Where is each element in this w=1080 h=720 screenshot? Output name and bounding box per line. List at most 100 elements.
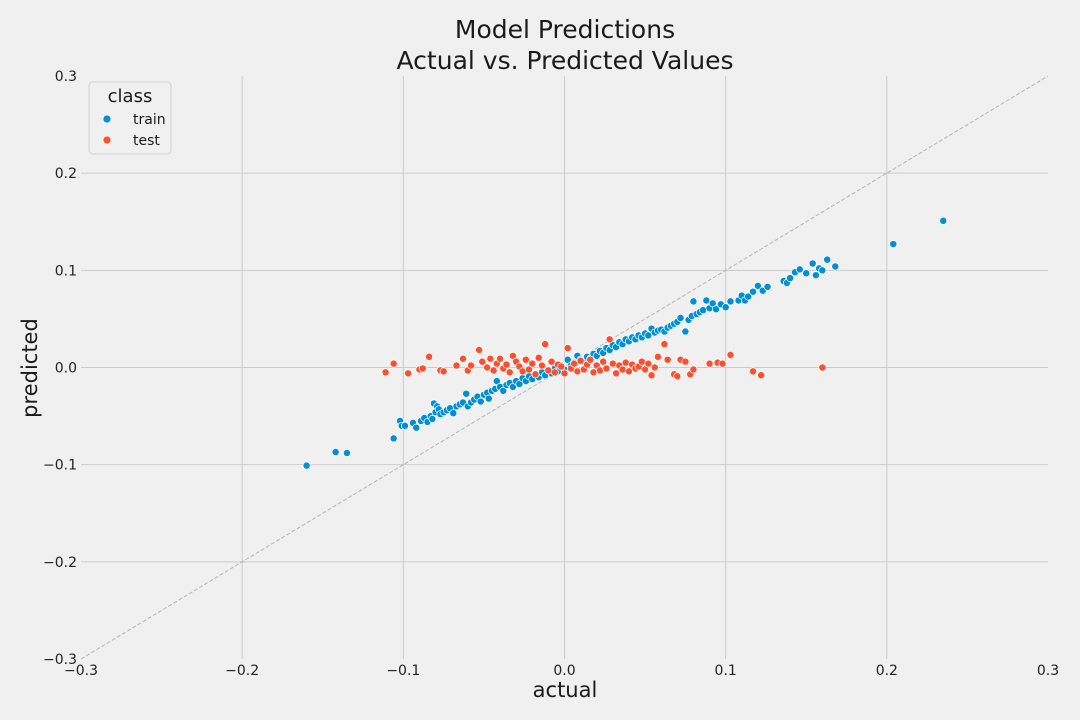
data-point-test bbox=[550, 368, 559, 377]
data-point-test bbox=[563, 344, 572, 353]
data-point-train bbox=[400, 421, 409, 430]
data-point-train bbox=[726, 297, 735, 306]
data-point-test bbox=[541, 340, 550, 349]
data-point-train bbox=[721, 303, 730, 312]
data-point-test bbox=[726, 350, 735, 359]
data-point-test bbox=[681, 357, 690, 366]
data-point-test bbox=[389, 359, 398, 368]
data-point-test bbox=[418, 364, 427, 373]
data-point-train bbox=[712, 305, 720, 314]
data-point-test bbox=[425, 352, 434, 361]
data-point-test bbox=[560, 369, 569, 378]
data-point-test bbox=[605, 335, 614, 344]
legend: class train test bbox=[88, 81, 172, 155]
data-point-train bbox=[389, 434, 398, 443]
data-point-test bbox=[521, 355, 530, 364]
legend-label-train: train bbox=[133, 112, 166, 128]
y-tick-label: 0.0 bbox=[55, 361, 77, 377]
x-tick-label: 0.0 bbox=[553, 663, 575, 679]
x-tick-label: −0.3 bbox=[64, 663, 98, 679]
data-point-train bbox=[484, 394, 493, 403]
data-point-test bbox=[621, 358, 630, 367]
legend-marker-test bbox=[102, 135, 112, 145]
data-point-test bbox=[596, 366, 604, 375]
data-point-test bbox=[625, 367, 633, 376]
data-point-test bbox=[673, 372, 682, 381]
data-point-train bbox=[462, 389, 471, 398]
y-tick-label: −0.3 bbox=[43, 652, 77, 668]
data-point-train bbox=[808, 259, 817, 268]
data-point-train bbox=[744, 292, 753, 301]
legend-title: class bbox=[108, 86, 153, 107]
data-point-test bbox=[404, 369, 413, 378]
data-point-test bbox=[644, 359, 653, 368]
data-point-test bbox=[573, 367, 582, 376]
data-point-test bbox=[528, 359, 537, 368]
data-point-test bbox=[505, 368, 514, 377]
data-point-train bbox=[818, 266, 827, 275]
data-point-train bbox=[702, 296, 711, 305]
data-point-test bbox=[459, 354, 467, 363]
legend-box bbox=[88, 81, 172, 155]
data-point-train bbox=[342, 449, 351, 457]
chart-title-line-1: Model Predictions bbox=[455, 15, 675, 44]
y-tick-label: −0.1 bbox=[43, 458, 77, 474]
data-point-train bbox=[763, 282, 772, 291]
y-tick-label: 0.1 bbox=[55, 263, 77, 279]
data-point-test bbox=[576, 356, 585, 365]
data-point-test bbox=[586, 355, 595, 364]
data-point-train bbox=[811, 271, 820, 280]
data-point-test bbox=[547, 357, 556, 366]
x-tick-label: −0.2 bbox=[225, 663, 259, 679]
data-point-train bbox=[889, 240, 898, 249]
data-point-test bbox=[749, 367, 758, 376]
data-point-test bbox=[452, 361, 461, 370]
data-point-test bbox=[663, 355, 672, 364]
data-point-test bbox=[689, 365, 698, 374]
y-tick-label: 0.3 bbox=[55, 69, 77, 85]
data-point-test bbox=[705, 359, 714, 368]
data-point-test bbox=[660, 340, 669, 349]
x-tick-labels: −0.3 −0.2 −0.1 0.0 0.1 0.2 0.3 bbox=[64, 663, 1059, 679]
data-point-test bbox=[557, 362, 566, 371]
chart-title-line-2: Actual vs. Predicted Values bbox=[397, 46, 734, 75]
x-tick-label: 0.3 bbox=[1037, 663, 1059, 679]
data-point-test bbox=[489, 366, 498, 375]
data-point-train bbox=[428, 415, 437, 423]
data-point-test bbox=[486, 354, 495, 363]
data-point-test bbox=[618, 365, 627, 374]
data-point-test bbox=[570, 359, 579, 368]
y-tick-label: 0.2 bbox=[55, 166, 77, 182]
x-tick-label: 0.1 bbox=[715, 663, 737, 679]
data-point-train bbox=[795, 265, 804, 274]
x-tick-label: 0.2 bbox=[876, 663, 898, 679]
data-point-test bbox=[818, 363, 827, 372]
data-point-test bbox=[608, 359, 617, 368]
data-point-train bbox=[302, 461, 311, 470]
data-point-test bbox=[654, 352, 662, 361]
data-point-train bbox=[412, 423, 421, 432]
data-point-train bbox=[749, 287, 758, 296]
data-point-train bbox=[939, 216, 948, 225]
data-point-test bbox=[518, 367, 527, 376]
data-point-test bbox=[650, 363, 659, 372]
legend-label-test: test bbox=[133, 133, 160, 149]
data-point-test bbox=[475, 346, 484, 354]
data-point-test bbox=[599, 357, 608, 366]
data-point-test bbox=[544, 366, 553, 375]
data-point-test bbox=[483, 363, 492, 372]
y-gridlines bbox=[81, 172, 1048, 563]
data-point-train bbox=[449, 409, 458, 418]
y-tick-labels: −0.3 −0.2 −0.1 0.0 0.1 0.2 0.3 bbox=[43, 69, 77, 668]
y-axis-label: predicted bbox=[18, 318, 42, 418]
data-point-train bbox=[699, 306, 708, 315]
data-point-test bbox=[496, 354, 504, 363]
data-point-test bbox=[612, 369, 621, 378]
data-points bbox=[302, 216, 948, 470]
x-axis-label: actual bbox=[533, 678, 598, 702]
data-point-train bbox=[802, 269, 811, 278]
data-point-test bbox=[531, 370, 540, 379]
data-point-train bbox=[753, 281, 762, 290]
data-point-train bbox=[689, 297, 698, 306]
